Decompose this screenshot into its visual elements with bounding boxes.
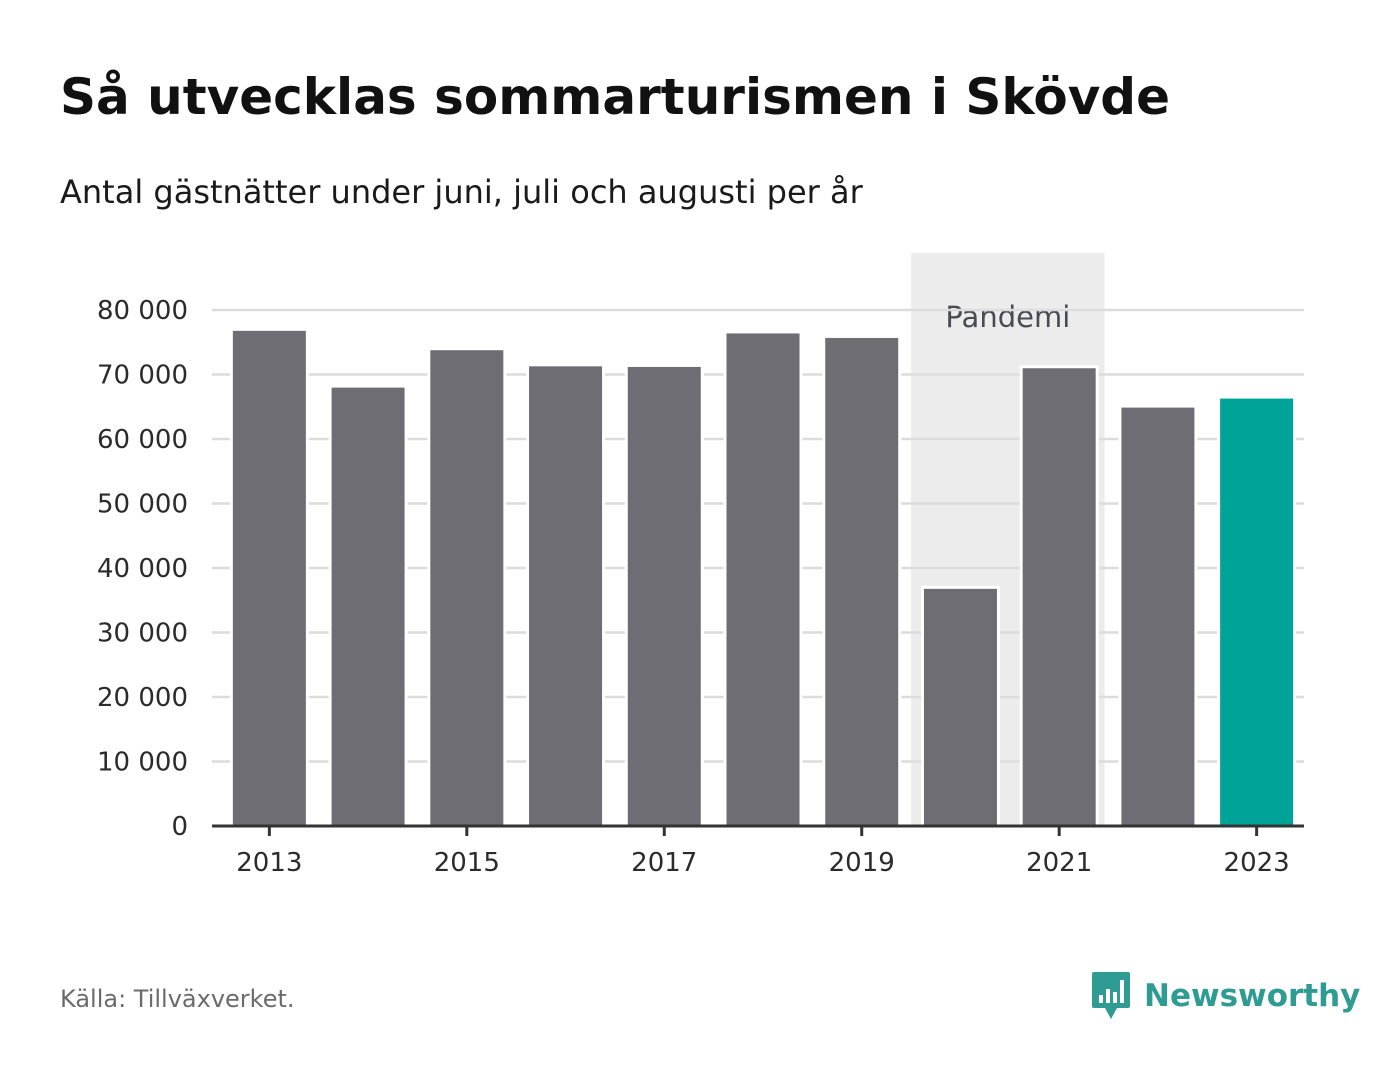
x-tick-label: 2015 [434, 848, 500, 878]
bar-2014 [328, 384, 408, 828]
y-tick-label: 80 000 [97, 296, 188, 326]
x-tick-label: 2023 [1224, 848, 1290, 878]
bar-2019 [822, 334, 902, 828]
brand-logo: Newsworthy [1090, 968, 1360, 1024]
x-tick-label: 2019 [829, 848, 895, 878]
y-tick-label: 70 000 [97, 361, 188, 391]
y-tick-label: 40 000 [97, 554, 188, 584]
bar-2016 [526, 363, 606, 828]
y-tick-label: 20 000 [97, 683, 188, 713]
bar-chart: Pandemi 0 10 000 20 000 30 000 40 000 50 000 60… [97, 253, 1304, 878]
bar-2015 [427, 347, 507, 828]
y-tick-label: 0 [171, 812, 188, 842]
bar-2022 [1118, 404, 1198, 828]
bar-2020 [920, 585, 1000, 828]
bar-2018 [723, 330, 803, 828]
source-note: Källa: Tillväxverket. [60, 985, 295, 1013]
bar-2021 [1019, 365, 1099, 828]
chart-subtitle: Antal gästnätter under juni, juli och au… [60, 173, 863, 211]
y-tick-label: 50 000 [97, 490, 188, 520]
brand-name: Newsworthy [1144, 978, 1361, 1014]
y-tick-label: 10 000 [97, 748, 188, 778]
x-tick-label: 2013 [236, 848, 302, 878]
y-tick-label: 60 000 [97, 425, 188, 455]
bar-2013 [229, 327, 309, 828]
bar-2023 [1217, 395, 1297, 828]
x-tick-label: 2021 [1026, 848, 1092, 878]
chart-title: Så utvecklas sommarturismen i Skövde [60, 68, 1170, 126]
y-tick-label: 30 000 [97, 619, 188, 649]
x-tick-label: 2017 [631, 848, 697, 878]
bar-2017 [624, 363, 704, 828]
annotation-label: Pandemi [945, 300, 1070, 334]
bar-chart-speech-bubble-icon [1092, 972, 1130, 1019]
